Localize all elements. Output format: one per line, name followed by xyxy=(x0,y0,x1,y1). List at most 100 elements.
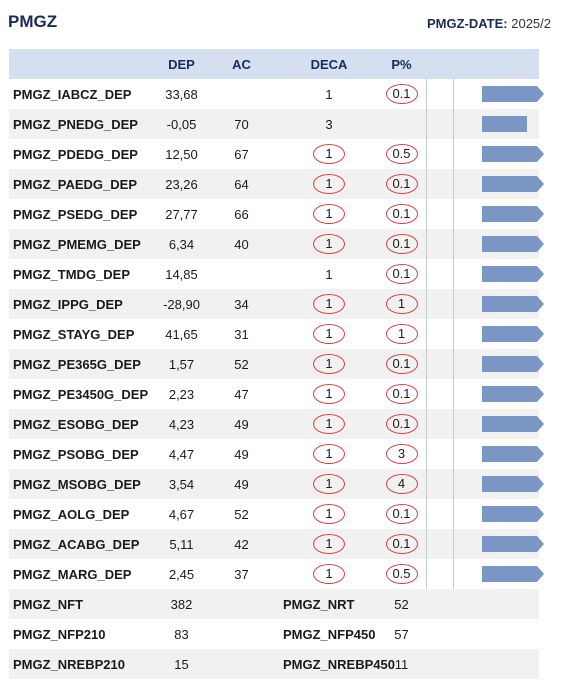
grid-line xyxy=(453,79,454,109)
value-bar xyxy=(482,506,544,522)
grid-line xyxy=(453,469,454,499)
row-name: PMGZ_PE3450G_DEP xyxy=(9,379,159,409)
value-bar xyxy=(482,536,544,552)
summary-name-2: PMGZ_NFP450 xyxy=(279,619,379,649)
row-deca: 1 xyxy=(279,409,379,439)
row-ac: 70 xyxy=(204,109,279,139)
grid-line xyxy=(426,499,427,529)
row-dep: 6,34 xyxy=(159,229,204,259)
deca-circled-value: 1 xyxy=(313,354,345,374)
row-name: PMGZ_MSOBG_DEP xyxy=(9,469,159,499)
summary-spacer xyxy=(204,619,279,649)
p-circled-value: 0.1 xyxy=(385,174,418,194)
value-bar xyxy=(482,236,544,252)
summary-spacer xyxy=(424,619,539,649)
deca-circled-value: 1 xyxy=(313,174,345,194)
summary-value-2: 52 xyxy=(379,589,424,619)
row-name: PMGZ_PSEDG_DEP xyxy=(9,199,159,229)
row-p: 0.1 xyxy=(379,529,424,559)
summary-spacer xyxy=(424,589,539,619)
row-deca: 1 xyxy=(279,229,379,259)
row-name: PMGZ_PAEDG_DEP xyxy=(9,169,159,199)
row-name: PMGZ_AOLG_DEP xyxy=(9,499,159,529)
grid-line xyxy=(426,199,427,229)
row-bar-cell xyxy=(424,559,539,589)
grid-line xyxy=(426,559,427,589)
grid-line xyxy=(426,229,427,259)
row-bar-cell xyxy=(424,259,539,289)
row-deca: 1 xyxy=(279,289,379,319)
row-dep: 3,54 xyxy=(159,469,204,499)
p-circled-value: 0.1 xyxy=(385,504,418,524)
summary-name-2: PMGZ_NRT xyxy=(279,589,379,619)
grid-line xyxy=(453,349,454,379)
row-dep: 14,85 xyxy=(159,259,204,289)
row-p: 4 xyxy=(379,469,424,499)
p-circled-value: 0.5 xyxy=(385,564,418,584)
row-p: 1 xyxy=(379,289,424,319)
row-deca: 1 xyxy=(279,469,379,499)
row-name: PMGZ_PSOBG_DEP xyxy=(9,439,159,469)
table-row: PMGZ_PAEDG_DEP 23,26 64 1 0.1 xyxy=(9,169,539,199)
date-value: 2025/2 xyxy=(511,16,551,31)
row-ac: 67 xyxy=(204,139,279,169)
deca-circled-value: 1 xyxy=(313,144,345,164)
row-deca: 1 xyxy=(279,199,379,229)
row-dep: 2,45 xyxy=(159,559,204,589)
row-bar-cell xyxy=(424,499,539,529)
p-circled-value: 0.1 xyxy=(385,384,418,404)
page-title: PMGZ xyxy=(8,12,58,31)
row-ac: 49 xyxy=(204,469,279,499)
header-deca: DECA xyxy=(279,49,379,79)
row-p: 0.5 xyxy=(379,139,424,169)
grid-line xyxy=(426,439,427,469)
row-ac: 34 xyxy=(204,289,279,319)
row-p: 3 xyxy=(379,439,424,469)
summary-row: PMGZ_NREBP210 15 PMGZ_NREBP450 11 xyxy=(9,649,539,679)
row-bar-cell xyxy=(424,529,539,559)
row-ac: 47 xyxy=(204,379,279,409)
grid-line xyxy=(453,229,454,259)
value-bar xyxy=(482,176,544,192)
row-dep: 4,67 xyxy=(159,499,204,529)
row-p: 0.1 xyxy=(379,349,424,379)
row-bar-cell xyxy=(424,289,539,319)
summary-name-1: PMGZ_NFP210 xyxy=(9,619,159,649)
summary-name-1: PMGZ_NFT xyxy=(9,589,159,619)
value-bar xyxy=(482,266,544,282)
row-dep: 4,23 xyxy=(159,409,204,439)
metrics-table: DEP AC DECA P% PMGZ_IABCZ_DEP 33,68 1 0.1 PM… xyxy=(9,49,539,679)
table-row: PMGZ_PE365G_DEP 1,57 52 1 0.1 xyxy=(9,349,539,379)
deca-circled-value: 1 xyxy=(313,384,345,404)
row-name: PMGZ_MARG_DEP xyxy=(9,559,159,589)
row-ac: 42 xyxy=(204,529,279,559)
row-dep: 27,77 xyxy=(159,199,204,229)
row-p: 0.1 xyxy=(379,409,424,439)
row-name: PMGZ_TMDG_DEP xyxy=(9,259,159,289)
grid-line xyxy=(453,379,454,409)
deca-circled-value: 1 xyxy=(313,564,345,584)
table-row: PMGZ_PMEMG_DEP 6,34 40 1 0.1 xyxy=(9,229,539,259)
row-bar-cell xyxy=(424,169,539,199)
row-name: PMGZ_IPPG_DEP xyxy=(9,289,159,319)
grid-line xyxy=(453,319,454,349)
summary-spacer xyxy=(204,649,279,679)
row-dep: -0,05 xyxy=(159,109,204,139)
value-bar xyxy=(482,296,544,312)
row-deca: 1 xyxy=(279,259,379,289)
table-row: PMGZ_IABCZ_DEP 33,68 1 0.1 xyxy=(9,79,539,109)
summary-value-2: 57 xyxy=(379,619,424,649)
table-row: PMGZ_PSOBG_DEP 4,47 49 1 3 xyxy=(9,439,539,469)
value-bar xyxy=(482,116,527,132)
value-bar xyxy=(482,86,544,102)
date-label: PMGZ-DATE: xyxy=(426,16,508,31)
row-dep: 33,68 xyxy=(159,79,204,109)
row-dep: 23,26 xyxy=(159,169,204,199)
table-row: PMGZ_IPPG_DEP -28,90 34 1 1 xyxy=(9,289,539,319)
deca-circled-value: 1 xyxy=(313,504,345,524)
row-deca: 1 xyxy=(279,439,379,469)
grid-line xyxy=(453,169,454,199)
table-row: PMGZ_ACABG_DEP 5,11 42 1 0.1 xyxy=(9,529,539,559)
p-circled-value: 3 xyxy=(385,444,418,464)
deca-circled-value: 1 xyxy=(313,534,345,554)
